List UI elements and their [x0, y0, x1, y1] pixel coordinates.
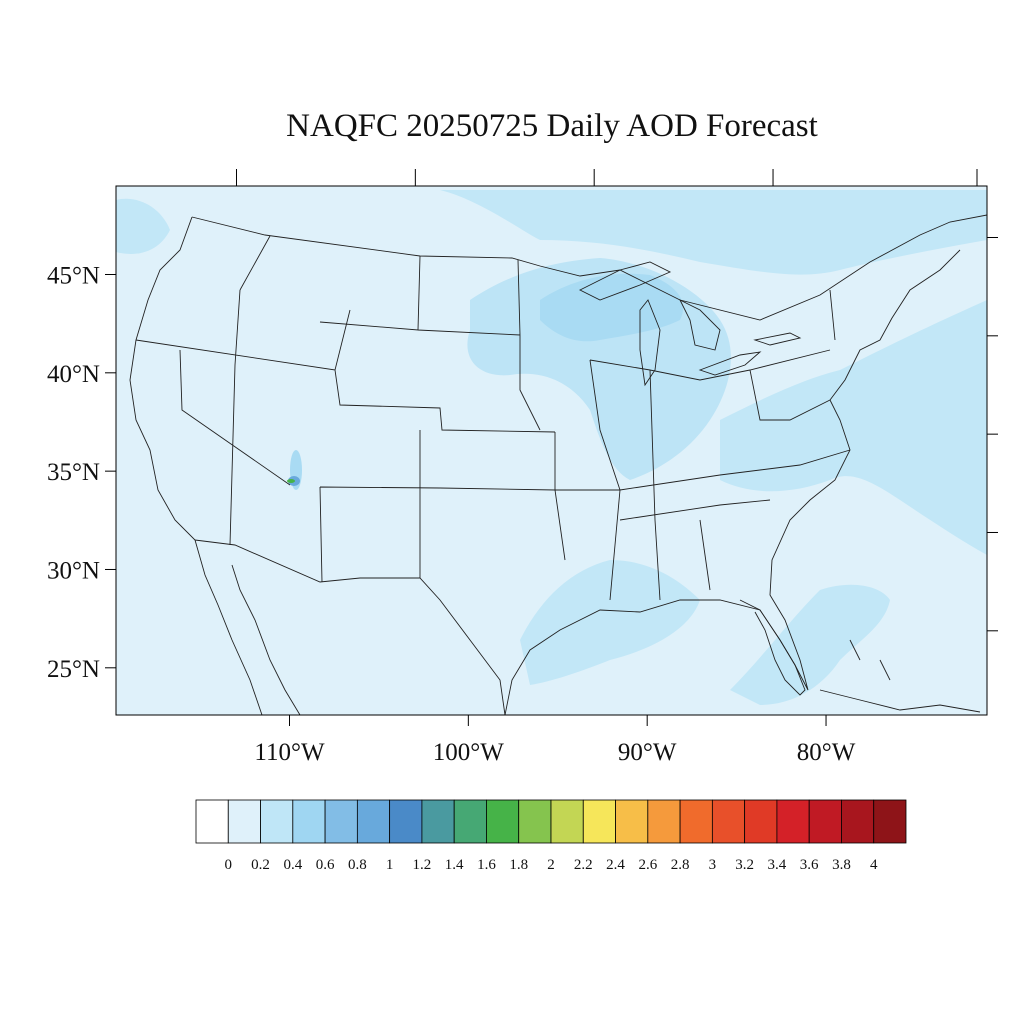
- latitude-labels: 45°N 40°N 35°N 30°N 25°N: [47, 262, 100, 682]
- canada-border: [191, 214, 987, 321]
- colorbar-label: 0.6: [316, 857, 335, 873]
- colorbar-label: 3: [709, 857, 717, 873]
- colorbar-swatch: [582, 799, 616, 844]
- colorbar-swatch: [873, 799, 907, 844]
- colorbar-label: 3.4: [768, 857, 787, 873]
- colorbar-label: 1.4: [445, 857, 464, 873]
- colorbar-swatch: [453, 799, 487, 844]
- lat-label: 45°N: [47, 262, 100, 289]
- lon-label: 80°W: [797, 739, 856, 766]
- map-title: NAQFC 20250725 Daily AOD Forecast: [286, 108, 818, 144]
- aod-region-ne-pacific: [116, 198, 170, 254]
- colorbar-label: 3.6: [800, 857, 819, 873]
- colorbar-swatch: [389, 799, 423, 844]
- colorbar-label: 0.2: [251, 857, 270, 873]
- colorbar-label: 1.8: [509, 857, 528, 873]
- longitude-labels: 110°W 100°W 90°W 80°W: [254, 739, 855, 766]
- gulf-coastline: [504, 249, 961, 715]
- colorbar-label: 2.8: [671, 857, 690, 873]
- colorbar-label: 2.4: [606, 857, 625, 873]
- colorbar-swatch: [195, 799, 229, 844]
- aod-shading: [116, 190, 987, 705]
- colorbar-label: 3.2: [735, 857, 754, 873]
- colorbar-swatch: [679, 799, 713, 844]
- aod-region-north-central: [440, 190, 987, 275]
- lat-label: 30°N: [47, 557, 100, 584]
- lake-erie: [698, 351, 762, 376]
- map-panel: [116, 186, 987, 715]
- state-borders: [135, 235, 851, 601]
- colorbar-swatch: [518, 799, 552, 844]
- aod-hotspot-core: [287, 479, 295, 483]
- lake-superior: [578, 261, 672, 301]
- lon-label: 110°W: [254, 739, 325, 766]
- lon-label: 100°W: [433, 739, 504, 766]
- florida-coastline: [739, 599, 806, 696]
- colorbar-label: 1: [386, 857, 394, 873]
- colorbar-label: 0.8: [348, 857, 367, 873]
- map-frame: [115, 185, 988, 716]
- colorbar-swatch: [421, 799, 455, 844]
- lake-ontario: [753, 332, 802, 346]
- colorbar-swatch: [776, 799, 810, 844]
- colorbar-swatch: [647, 799, 681, 844]
- colorbar-label: 0.4: [283, 857, 302, 873]
- lake-michigan: [639, 299, 661, 387]
- colorbar-swatch: [711, 799, 746, 844]
- aod-region-gulf: [520, 560, 700, 685]
- colorbar-swatch: [841, 799, 875, 844]
- baja-coastline: [231, 564, 301, 715]
- lon-label: 90°W: [618, 739, 677, 766]
- caribbean-islands: [819, 639, 981, 713]
- lat-label: 40°N: [47, 361, 100, 388]
- colorbar-swatch: [227, 799, 261, 844]
- colorbar-label: 1.6: [477, 857, 496, 873]
- lat-label: 35°N: [47, 459, 100, 486]
- aod-region-great-lakes-core: [540, 273, 684, 342]
- colorbar-swatch: [260, 799, 294, 844]
- lake-huron: [678, 298, 721, 351]
- lat-label: 25°N: [47, 656, 100, 683]
- pacific-coastline: [129, 216, 263, 715]
- colorbar-swatch: [615, 799, 649, 844]
- colorbar: 0 0.2 0.4 0.6 0.8 1 1.2 1.4 1.6 1.8 2 2.2 2.4 2.6 2.8 3…: [195, 799, 907, 873]
- aod-region-florida: [730, 584, 890, 705]
- colorbar-swatch: [292, 799, 326, 844]
- colorbar-swatch: [486, 799, 520, 844]
- axis-ticks: [105, 169, 998, 726]
- colorbar-label: 3.8: [832, 857, 851, 873]
- colorbar-swatch: [356, 799, 391, 844]
- colorbar-label: 1.2: [413, 857, 432, 873]
- colorbar-label: 2: [547, 857, 555, 873]
- colorbar-swatch: [744, 799, 778, 844]
- colorbar-label: 4: [870, 857, 878, 873]
- colorbar-swatch: [324, 799, 358, 844]
- colorbar-label: 0: [225, 857, 233, 873]
- colorbar-swatch: [550, 799, 584, 844]
- colorbar-label: 2.6: [638, 857, 657, 873]
- colorbar-swatch: [808, 799, 842, 844]
- colorbar-label: 2.2: [574, 857, 593, 873]
- state-and-coast-boundaries: [129, 214, 987, 715]
- aod-region-east-coast: [720, 300, 987, 555]
